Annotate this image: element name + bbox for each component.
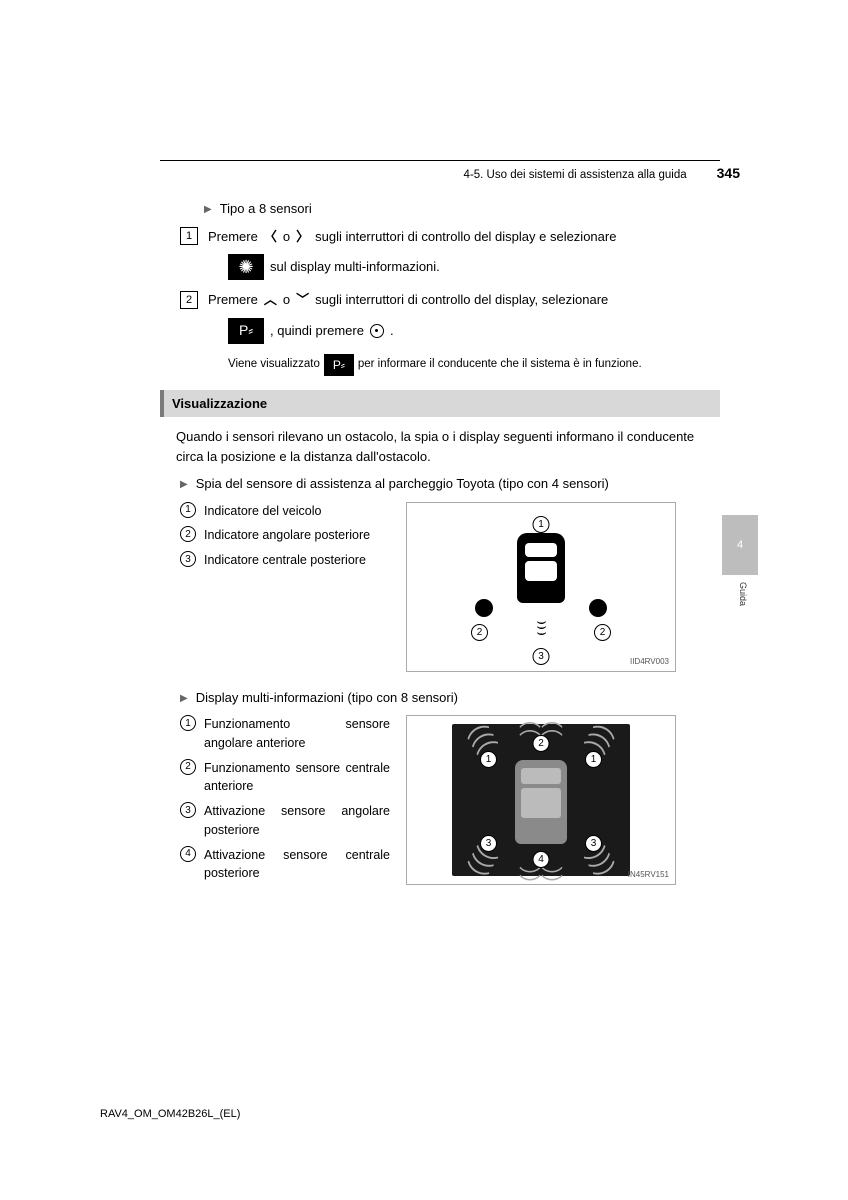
legend-text: Attivazione sensore angolare posteriore (204, 802, 390, 840)
gear-icon: ✺ (228, 254, 264, 280)
callout-number: 4 (533, 851, 550, 868)
legend-number: 2 (180, 759, 196, 775)
step-text: sugli interruttori di controllo del disp… (315, 227, 616, 247)
chapter-number: 4 (737, 539, 743, 551)
chevron-down-icon: ﹀ (294, 290, 311, 310)
callout-number: 3 (480, 835, 497, 852)
step-text: , quindi premere (270, 321, 364, 341)
legend-text: Funzionamento sensore angolare anteriore (204, 715, 390, 753)
step-text: o (283, 227, 290, 247)
block2-title: Display multi-informazioni (tipo con 8 s… (196, 688, 458, 708)
step-2: 2 Premere ︿ o ﹀ sugli interruttori di co… (180, 290, 720, 310)
page-header: 4-5. Uso dei sistemi di assistenza alla … (160, 165, 740, 181)
step-text: Premere (208, 290, 258, 310)
step-text: o (283, 290, 290, 310)
callout-number: 1 (533, 516, 550, 533)
section-label: 4-5. Uso dei sistemi di assistenza alla … (464, 169, 687, 181)
step-text: sul display multi-informazioni. (270, 257, 440, 277)
triangle-bullet-icon: ▶ (180, 477, 188, 492)
legend-text: Attivazione sensore centrale posteriore (204, 846, 390, 884)
type-line: Tipo a 8 sensori (220, 199, 312, 219)
step-2-cont: P⸗ , quindi premere . (228, 318, 720, 344)
footer-code: RAV4_OM_OM42B26L_(EL) (100, 1108, 240, 1120)
chevron-up-icon: ︿ (262, 290, 279, 310)
block1-legend: 1 Indicatore del veicolo 2 Indicatore ango… (180, 502, 390, 672)
diagram-ref: IID4RV003 (630, 656, 669, 668)
legend-number: 2 (180, 526, 196, 542)
note-text: Viene visualizzato (228, 356, 320, 373)
step-text: Premere (208, 227, 258, 247)
car-icon (517, 533, 565, 603)
callout-number: 1 (585, 751, 602, 768)
chevron-right-icon: 〉 (294, 227, 311, 247)
chapter-tab: 4 (722, 515, 758, 575)
intro-paragraph: Quando i sensori rilevano un ostacolo, l… (176, 427, 720, 466)
legend-number: 1 (180, 502, 196, 518)
legend-text: Funzionamento sensore centrale anteriore (204, 759, 390, 797)
sensor-dot-icon (589, 599, 607, 617)
block2-legend: 1 Funzionamento sensore angolare anterior… (180, 715, 390, 889)
chapter-label: Guida (738, 582, 748, 606)
note-text: per informare il conducente che il siste… (358, 356, 642, 373)
legend-number: 1 (180, 715, 196, 731)
block1-title: Spia del sensore di assistenza al parche… (196, 474, 609, 494)
legend-text: Indicatore centrale posteriore (204, 551, 390, 570)
parking-sensor-icon: P⸗ (228, 318, 264, 344)
sensor-dot-icon (475, 599, 493, 617)
diagram-4-sensor: 1 2 2 ⌣⌣⌣ 3 IID4RV003 (406, 502, 676, 672)
legend-number: 4 (180, 846, 196, 862)
step-text: . (390, 321, 394, 341)
section-header: Visualizzazione (160, 390, 720, 418)
block1-row: 1 Indicatore del veicolo 2 Indicatore ango… (180, 502, 720, 672)
legend-text: Indicatore angolare posteriore (204, 526, 390, 545)
callout-number: 2 (594, 624, 611, 641)
step-text: sugli interruttori di controllo del disp… (315, 290, 608, 310)
header-rule (160, 160, 720, 161)
triangle-bullet-icon: ▶ (204, 202, 212, 217)
step-number-box: 2 (180, 291, 198, 309)
callout-number: 2 (533, 735, 550, 752)
callout-number: 2 (471, 624, 488, 641)
step-number-box: 1 (180, 227, 198, 245)
callout-number: 1 (480, 751, 497, 768)
legend-number: 3 (180, 802, 196, 818)
diagram-8-sensor: ⌒⌒⌒ ⌒⌒⌒ ⌒⌒⌒⌒ ⌒⌒⌒ ⌒⌒⌒ ⌒⌒⌒⌒ 1 1 2 3 3 4 (406, 715, 676, 885)
triangle-bullet-icon: ▶ (180, 691, 188, 706)
legend-number: 3 (180, 551, 196, 567)
diagram-ref: IN45RV151 (628, 869, 669, 881)
page-number: 345 (717, 165, 740, 181)
wave-icon: ⌣⌣⌣ (536, 619, 546, 636)
callout-number: 3 (533, 648, 550, 665)
callout-number: 3 (585, 835, 602, 852)
main-content: ▶ Tipo a 8 sensori 1 Premere 〈 o 〉 sugli… (180, 199, 720, 889)
step-1: 1 Premere 〈 o 〉 sugli interruttori di co… (180, 227, 720, 247)
block2-row: 1 Funzionamento sensore angolare anterior… (180, 715, 720, 889)
car-top-icon (515, 760, 567, 844)
ok-button-icon (370, 324, 384, 338)
step-1-cont: ✺ sul display multi-informazioni. (228, 254, 720, 280)
chevron-left-icon: 〈 (262, 227, 279, 247)
parking-sensor-icon: P⸗ (324, 354, 354, 376)
legend-text: Indicatore del veicolo (204, 502, 390, 521)
note-line: Viene visualizzato P⸗ per informare il c… (228, 354, 720, 376)
